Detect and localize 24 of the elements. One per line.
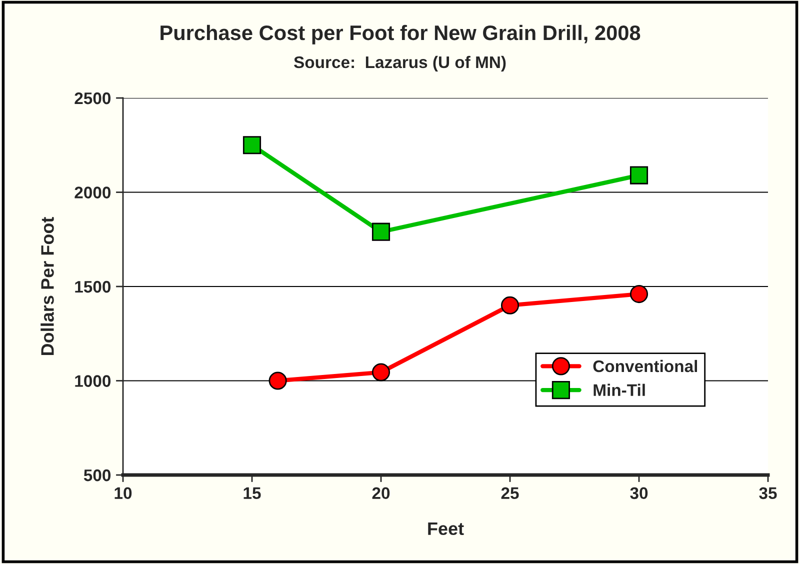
point [242, 136, 262, 154]
legend-label: Min-Til [594, 384, 645, 396]
x-tick-label: 30 [630, 487, 648, 500]
y-tick-label: 1500 [75, 280, 111, 293]
y-axis-title: Dollars Per Foot [40, 216, 54, 356]
x-tick-label: 35 [759, 487, 777, 500]
point [372, 363, 390, 382]
y-tick-label: 2500 [74, 92, 111, 104]
x-tick-label: 25 [501, 487, 519, 500]
point [630, 285, 648, 304]
point [630, 166, 648, 184]
x-axis-title: Feet [428, 522, 464, 536]
x-tick-label: 10 [114, 487, 132, 500]
point [268, 372, 287, 390]
y-tick-label: 500 [84, 469, 111, 482]
chart-title: Purchase Cost per Foot for New Grain Drill, 2008 [160, 24, 640, 44]
legend-label: Conventional [593, 360, 698, 372]
y-tick-label: 1000 [75, 375, 111, 387]
x-tick-label: 20 [372, 487, 390, 500]
x-tick-label: 15 [244, 487, 261, 500]
point [500, 296, 520, 314]
chart-subtitle: Source: Lazarus (U of MN) [294, 56, 506, 72]
point [372, 222, 390, 241]
y-tick-label: 2000 [74, 186, 111, 198]
